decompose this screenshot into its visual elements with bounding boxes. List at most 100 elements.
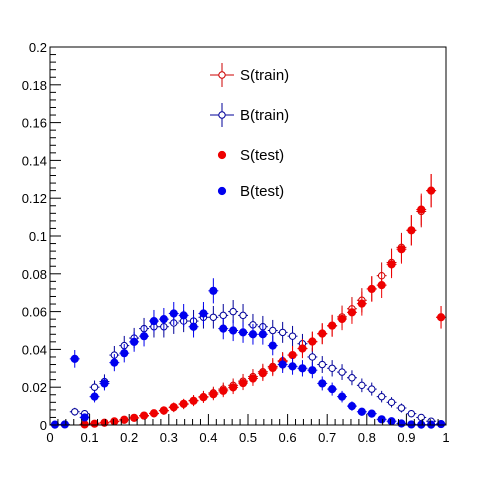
y-tick-label: 0.2 (29, 40, 47, 55)
data-point (377, 415, 386, 424)
data-point (377, 392, 386, 401)
data-point (288, 332, 297, 340)
data-point (288, 350, 297, 360)
data-point (407, 226, 416, 235)
data-point (248, 330, 258, 339)
x-tick-label: 0.5 (239, 430, 257, 445)
y-tick-label: 0.02 (22, 380, 47, 395)
data-point (268, 341, 277, 350)
data-point (229, 326, 238, 335)
data-point (338, 368, 346, 376)
data-point (377, 281, 386, 290)
x-tick-label: 0.3 (160, 430, 178, 445)
y-tick-label: 0 (40, 418, 47, 433)
data-point (269, 326, 277, 335)
data-point (209, 390, 218, 399)
data-point (179, 399, 188, 408)
data-point (328, 321, 337, 330)
legend: S(train) B(train) S(test) B(test) (210, 63, 289, 200)
data-point (189, 322, 198, 331)
data-point (387, 417, 396, 426)
data-point (209, 313, 218, 321)
data-point (348, 374, 356, 382)
x-tick-label: 1 (442, 430, 449, 445)
data-point (199, 393, 208, 402)
y-tick-label: 0.16 (22, 116, 47, 131)
legend-marker (218, 111, 226, 119)
data-point (120, 415, 129, 424)
data-point (397, 245, 406, 254)
x-tick-label: 0.6 (279, 430, 297, 445)
legend-label: B(test) (240, 183, 284, 200)
y-tick-label: 0.12 (22, 191, 47, 206)
data-point (110, 417, 119, 426)
data-point (367, 409, 376, 418)
data-points (50, 174, 446, 429)
y-tick-label: 0.18 (22, 78, 47, 93)
data-point (139, 332, 149, 341)
x-tick-label: 0.9 (397, 430, 415, 445)
data-point (347, 402, 357, 411)
data-point (169, 309, 178, 318)
data-point (368, 385, 376, 393)
data-point (387, 398, 396, 407)
data-point (179, 311, 188, 320)
data-point (189, 396, 198, 405)
data-point (278, 328, 287, 337)
data-point (367, 284, 376, 294)
data-point (288, 362, 297, 371)
data-point (219, 324, 228, 333)
data-point (358, 381, 366, 390)
legend-label: B(train) (240, 107, 289, 124)
data-point (318, 379, 327, 388)
x-tick-label: 0.1 (81, 430, 99, 445)
data-point (298, 364, 307, 373)
data-point (347, 308, 357, 317)
data-point (308, 366, 317, 375)
y-tick-label: 0.06 (22, 305, 47, 320)
x-tick-label: 0.7 (318, 430, 336, 445)
data-point (328, 384, 337, 394)
legend-marker (217, 150, 227, 160)
data-point (80, 413, 89, 422)
data-point (328, 364, 336, 372)
y-tick-label: 0.1 (29, 229, 47, 244)
x-tick-label: 0.2 (120, 430, 138, 445)
data-point (120, 349, 129, 358)
data-point (209, 286, 218, 295)
y-tick-label: 0.08 (22, 267, 47, 282)
data-point (417, 413, 425, 422)
data-point (238, 328, 248, 337)
data-point (149, 316, 159, 326)
legend-marker (217, 186, 227, 196)
y-tick-label: 0.14 (22, 153, 47, 168)
data-point (397, 404, 406, 412)
data-point (159, 315, 168, 324)
x-tick-label: 0 (46, 430, 53, 445)
data-point (169, 402, 178, 412)
data-point (149, 409, 159, 418)
data-point (219, 311, 227, 320)
data-point (318, 329, 327, 338)
legend-label: S(test) (240, 147, 284, 164)
y-tick-label: 0.04 (22, 342, 47, 357)
data-point (90, 383, 99, 391)
series-s-train (79, 174, 446, 429)
data-point (100, 379, 109, 388)
legend-label: S(train) (240, 67, 289, 84)
data-point (229, 383, 238, 392)
data-point (130, 413, 139, 422)
x-tick-label: 0.8 (358, 430, 376, 445)
data-point (258, 330, 267, 339)
data-point (417, 205, 426, 214)
data-point (318, 360, 326, 369)
data-point (337, 314, 347, 324)
data-point (407, 420, 416, 429)
data-point (268, 363, 277, 373)
data-point (308, 353, 317, 361)
plot-frame (49, 46, 447, 426)
data-point (110, 358, 119, 367)
series-b-test (50, 278, 446, 429)
data-point (427, 186, 436, 195)
data-point (387, 260, 396, 269)
